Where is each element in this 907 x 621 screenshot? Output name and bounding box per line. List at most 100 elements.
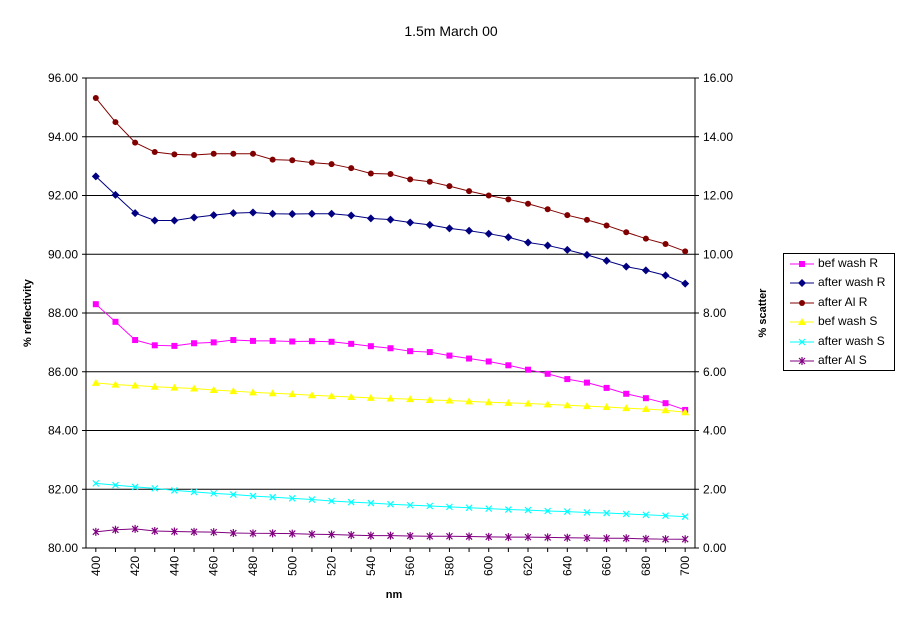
- legend-swatch-marker: [799, 261, 805, 267]
- data-point: [407, 176, 414, 183]
- data-point: [386, 394, 395, 402]
- data-point: [328, 497, 335, 505]
- data-point: [249, 150, 256, 157]
- legend-label: bef wash R: [818, 256, 879, 270]
- legend-swatch-marker: [799, 299, 805, 306]
- data-point: [111, 190, 120, 199]
- data-point: [229, 529, 237, 538]
- data-point: [524, 238, 533, 247]
- data-point: [525, 366, 532, 373]
- data-point: [348, 340, 355, 347]
- series-after-al-s: [92, 524, 689, 544]
- y-tick-label: 96.00: [48, 71, 78, 85]
- data-point: [367, 170, 374, 177]
- data-point: [465, 504, 473, 512]
- data-point: [623, 229, 630, 236]
- data-point: [269, 337, 276, 344]
- data-point: [681, 279, 690, 288]
- data-point: [642, 235, 649, 242]
- data-point: [288, 494, 296, 502]
- data-point: [681, 408, 690, 416]
- data-point: [150, 382, 159, 390]
- data-point: [131, 209, 140, 218]
- data-point: [662, 400, 669, 407]
- data-point: [544, 206, 551, 213]
- data-point: [681, 513, 689, 520]
- right-axis-ticks: 0.00 2.00 4.00 6.00 8.00 10.00 12.00 14.00 16.00: [695, 71, 733, 555]
- data-point: [466, 355, 473, 362]
- data-point: [583, 379, 590, 386]
- data-point: [583, 509, 591, 516]
- chart-title: 1.5m March 00: [404, 23, 498, 39]
- y2-axis-label: % scatter: [757, 288, 769, 338]
- data-point: [248, 388, 257, 396]
- data-point: [524, 506, 532, 514]
- data-point: [582, 402, 591, 410]
- x-tick-label: 700: [678, 556, 692, 576]
- x-axis-ticks: 400 420 440 460 480 500 520 540 560 580 600 620 640 6…: [89, 548, 692, 576]
- data-point: [485, 532, 493, 541]
- data-point: [446, 352, 453, 359]
- data-point: [210, 528, 218, 537]
- y2-tick-label: 6.00: [703, 365, 727, 379]
- data-point: [307, 391, 316, 399]
- data-point: [347, 393, 356, 401]
- data-point: [642, 511, 650, 519]
- data-point: [112, 481, 119, 489]
- legend-item: after wash S: [784, 332, 894, 351]
- y-tick-label: 90.00: [48, 247, 78, 261]
- y2-tick-label: 14.00: [703, 130, 733, 144]
- legend-label: after wash S: [818, 333, 885, 348]
- x-tick-label: 500: [285, 556, 299, 576]
- series-after-wash-s: [92, 479, 689, 520]
- data-point: [367, 499, 375, 507]
- data-point: [328, 161, 335, 168]
- legend-swatch: [790, 338, 814, 345]
- y2-tick-label: 8.00: [703, 306, 727, 320]
- data-point: [425, 395, 434, 403]
- data-point: [210, 150, 217, 157]
- x-tick-label: 600: [482, 556, 496, 576]
- data-point: [425, 220, 434, 229]
- data-point: [641, 266, 650, 275]
- data-point: [347, 211, 356, 220]
- data-point: [504, 506, 512, 513]
- data-point: [131, 381, 140, 389]
- data-point: [367, 343, 374, 350]
- x-tick-label: 660: [600, 556, 614, 576]
- data-point: [583, 216, 590, 223]
- data-point: [602, 256, 611, 265]
- data-point: [583, 534, 591, 543]
- data-point: [504, 233, 513, 242]
- legend-item: after wash R: [784, 273, 894, 292]
- data-point: [249, 492, 257, 500]
- data-point: [622, 534, 630, 543]
- data-point: [603, 509, 611, 517]
- data-point: [248, 208, 257, 217]
- data-point: [328, 530, 335, 539]
- data-point: [426, 502, 434, 510]
- legend-label: after Al R: [818, 294, 868, 309]
- legend-label: after wash R: [818, 275, 886, 290]
- x-axis-label: nm: [386, 589, 403, 601]
- data-point: [91, 172, 100, 181]
- data-point: [544, 533, 552, 542]
- data-point: [170, 527, 178, 536]
- data-point: [132, 139, 139, 146]
- legend-swatch: [790, 318, 814, 326]
- data-point: [406, 501, 414, 509]
- data-point: [367, 531, 375, 540]
- data-point: [682, 248, 689, 255]
- data-point: [446, 503, 453, 511]
- data-point: [112, 318, 119, 325]
- legend-swatch: [790, 356, 814, 365]
- data-point: [426, 349, 433, 356]
- legend-swatch-marker: [798, 279, 806, 288]
- data-point: [582, 250, 591, 259]
- data-point: [387, 171, 394, 178]
- data-point: [91, 378, 100, 386]
- data-point: [406, 531, 414, 540]
- series-bef-wash-r: [92, 301, 689, 413]
- data-point: [229, 491, 237, 498]
